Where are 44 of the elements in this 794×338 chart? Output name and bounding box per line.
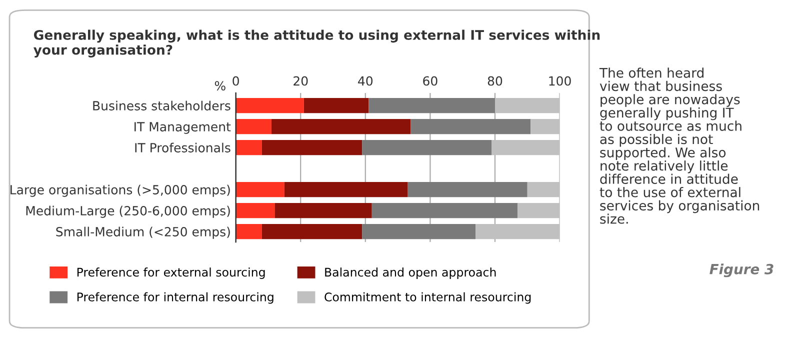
bar	[368, 98, 495, 114]
bar	[236, 224, 262, 240]
bar	[372, 202, 518, 218]
bar	[236, 202, 275, 218]
caption: Figure 3	[710, 264, 774, 278]
bar	[236, 182, 284, 198]
x-axis-title: %	[214, 81, 226, 91]
y-tick-label: IT Management	[134, 122, 231, 134]
x-tick-label: 40	[358, 76, 373, 86]
y-tick-label: Large organisations (>5,000 emps)	[10, 184, 230, 197]
bar	[284, 182, 408, 198]
bar	[236, 118, 272, 134]
bar	[362, 224, 476, 240]
y-tick-label: Business stakeholders	[93, 100, 230, 110]
y-tick-label: Small-Medium (<250 emps)	[56, 226, 230, 239]
bar	[410, 118, 531, 134]
x-tick-label: 80	[488, 76, 502, 86]
legend-label: Preference for external sourcing	[77, 268, 265, 279]
bar	[262, 140, 362, 156]
x-tick-label: 0	[232, 76, 239, 86]
legend-label: Balanced and open approach	[325, 268, 496, 279]
bar	[527, 182, 560, 198]
x-tick-label: 20	[294, 76, 308, 86]
bar	[274, 202, 372, 218]
bar	[362, 140, 492, 156]
bar	[476, 224, 560, 240]
bar	[262, 224, 362, 240]
bar	[518, 202, 560, 218]
bar	[236, 140, 262, 156]
y-tick-label: Medium-Large (250-6,000 emps)	[26, 206, 230, 218]
bar	[494, 98, 560, 114]
bar	[492, 140, 560, 156]
bar	[304, 98, 369, 114]
legend-label: Commitment to internal resourcing	[324, 292, 531, 304]
y-tick-label: IT Professionals	[135, 142, 230, 152]
x-tick-label: 60	[423, 76, 438, 86]
bar	[271, 118, 411, 134]
legend-label: Preference for internal resourcing	[77, 292, 274, 304]
bar	[530, 118, 560, 134]
text: The often heard view that business people are nowadays generally pushing IT to outsource as much as possible is not supported. We also note relatively little difference in attitude to the use of external services by organisation size.	[599, 68, 760, 224]
chart-title: Generally speaking, what is the attitude to using external IT services within your organisation?	[34, 30, 600, 58]
x-tick-label: 100	[549, 76, 571, 86]
bar	[236, 98, 304, 114]
bar	[408, 182, 528, 198]
